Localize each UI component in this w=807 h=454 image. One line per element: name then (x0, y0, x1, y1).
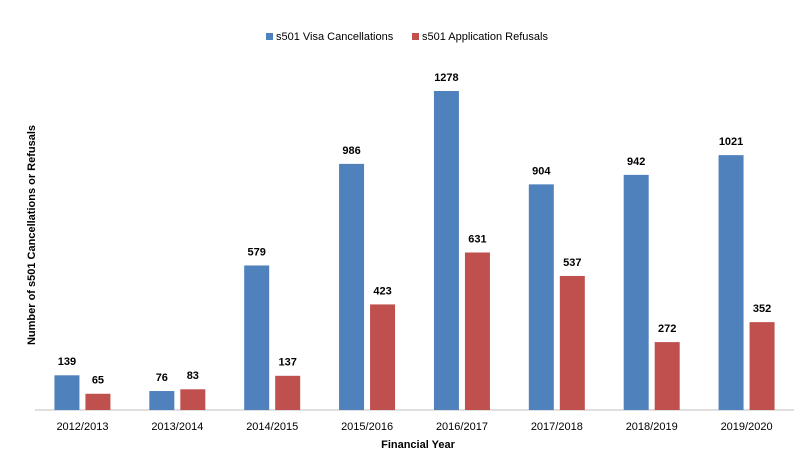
x-tick-label: 2018/2019 (626, 421, 678, 433)
value-label: 272 (658, 323, 676, 335)
bar (339, 163, 365, 410)
value-label: 139 (58, 356, 76, 368)
legend-label: s501 Application Refusals (422, 31, 548, 43)
bar (433, 90, 459, 410)
x-tick-label: 2014/2015 (246, 421, 298, 433)
value-label: 942 (627, 156, 645, 168)
value-label: 137 (279, 357, 297, 369)
x-tick-label: 2012/2013 (56, 421, 108, 433)
bar (85, 393, 111, 410)
value-label: 904 (532, 165, 551, 177)
legend-swatch (266, 33, 273, 40)
bar (528, 184, 554, 410)
bar (464, 252, 490, 410)
bar (623, 174, 649, 410)
x-tick-label: 2016/2017 (436, 421, 488, 433)
y-axis-title: Number of s501 Cancellations or Refusals (26, 125, 38, 345)
value-label: 65 (92, 375, 104, 387)
x-tick-label: 2017/2018 (531, 421, 583, 433)
x-tick-label: 2019/2020 (721, 421, 773, 433)
x-axis-title: Financial Year (381, 439, 456, 451)
value-label: 352 (753, 303, 771, 315)
value-label: 76 (156, 372, 168, 384)
value-label: 1021 (719, 136, 743, 148)
legend-swatch (412, 33, 419, 40)
value-label: 579 (248, 246, 266, 258)
bar (749, 322, 775, 410)
bar (370, 304, 396, 410)
value-label: 1278 (434, 72, 458, 84)
bar (180, 389, 206, 410)
bar (54, 375, 80, 410)
value-label: 423 (373, 285, 391, 297)
bar (275, 375, 301, 410)
bar (654, 342, 680, 410)
bar (149, 391, 175, 410)
value-label: 631 (468, 233, 486, 245)
legend-label: s501 Visa Cancellations (276, 31, 394, 43)
bar (244, 265, 270, 410)
bar (718, 155, 744, 410)
x-tick-label: 2015/2016 (341, 421, 393, 433)
value-label: 537 (563, 257, 581, 269)
value-label: 986 (342, 145, 360, 157)
bar (559, 275, 585, 410)
value-label: 83 (187, 370, 199, 382)
x-tick-label: 2013/2014 (151, 421, 203, 433)
